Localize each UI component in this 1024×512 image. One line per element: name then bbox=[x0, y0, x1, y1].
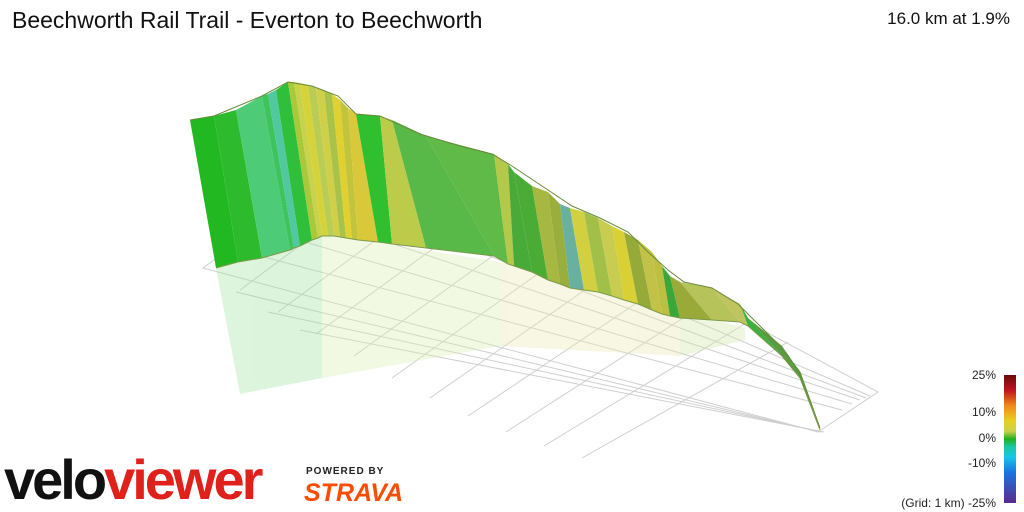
legend-label-10: 10% bbox=[971, 405, 996, 419]
ribbon-segment bbox=[712, 288, 748, 326]
ribbon-segment bbox=[340, 100, 358, 240]
ribbon-segment bbox=[380, 116, 426, 248]
ribbon-segment bbox=[532, 186, 560, 284]
legend-label-25: 25% bbox=[971, 368, 996, 382]
route-title: Beechworth Rail Trail - Everton to Beech… bbox=[12, 7, 483, 33]
ribbon-segment bbox=[276, 82, 312, 246]
grid-line bbox=[257, 227, 853, 405]
ribbon-segment bbox=[190, 116, 238, 268]
grid-line bbox=[543, 321, 749, 447]
grid-line bbox=[267, 311, 823, 433]
ribbon-segment bbox=[268, 90, 300, 248]
grid-line bbox=[467, 281, 669, 417]
route-summary: 16.0 km at 1.9% bbox=[887, 9, 1010, 28]
ribbon-segment bbox=[392, 120, 494, 256]
ribbon-segment bbox=[508, 164, 532, 272]
ribbon-segment bbox=[316, 88, 340, 237]
ribbon-segment bbox=[680, 282, 740, 322]
strava-logo: STRAVA bbox=[304, 479, 404, 507]
ribbon-segment bbox=[514, 172, 548, 280]
floor-grid bbox=[201, 129, 879, 459]
ribbon-segment bbox=[300, 83, 328, 236]
grid-line bbox=[505, 301, 709, 433]
ribbon-segment bbox=[598, 218, 624, 300]
ribbon-segment bbox=[356, 114, 392, 244]
grid-line bbox=[235, 291, 821, 433]
legend-label-minus25: (Grid: 1 km) -25% bbox=[901, 496, 996, 510]
ribbon-segment bbox=[548, 192, 570, 288]
ribbon-segment bbox=[612, 226, 638, 304]
ribbon-segment bbox=[494, 154, 514, 266]
profile-shadow bbox=[216, 234, 745, 394]
ribbon-segment bbox=[214, 110, 262, 262]
profile-base-line bbox=[215, 235, 821, 431]
powered-by-label: POWERED BY bbox=[306, 466, 385, 477]
legend-label-0: 0% bbox=[978, 431, 996, 445]
legend-label-minus10: -10% bbox=[967, 456, 996, 470]
grid-line bbox=[229, 247, 843, 411]
ribbon-segment bbox=[584, 212, 612, 296]
elevation-ribbon bbox=[190, 82, 821, 431]
ribbon-segment bbox=[308, 85, 334, 236]
ribbon-segment bbox=[652, 252, 670, 316]
ribbon-segment bbox=[638, 240, 662, 314]
ribbon-segment bbox=[288, 82, 318, 240]
ribbon-segment bbox=[670, 276, 712, 320]
veloviewer-logo: veloviewer bbox=[4, 448, 263, 511]
grid-note: (Grid: 1 km) bbox=[901, 496, 965, 510]
ribbon-segment bbox=[570, 208, 598, 292]
ribbon-segment bbox=[262, 94, 294, 250]
ribbon-segment bbox=[332, 94, 352, 239]
gradient-legend-bar bbox=[1004, 375, 1016, 503]
ribbon-segment bbox=[426, 136, 508, 264]
grid-line bbox=[299, 329, 825, 433]
ribbon-segment bbox=[348, 108, 378, 242]
ribbon-segment bbox=[294, 82, 322, 238]
ribbon-segment bbox=[236, 96, 290, 258]
ribbon-segment bbox=[662, 266, 680, 318]
ribbon-segment bbox=[324, 90, 346, 238]
profile-top-line bbox=[189, 81, 821, 429]
ribbon-segment bbox=[560, 204, 584, 290]
ribbon-segment bbox=[624, 232, 652, 310]
